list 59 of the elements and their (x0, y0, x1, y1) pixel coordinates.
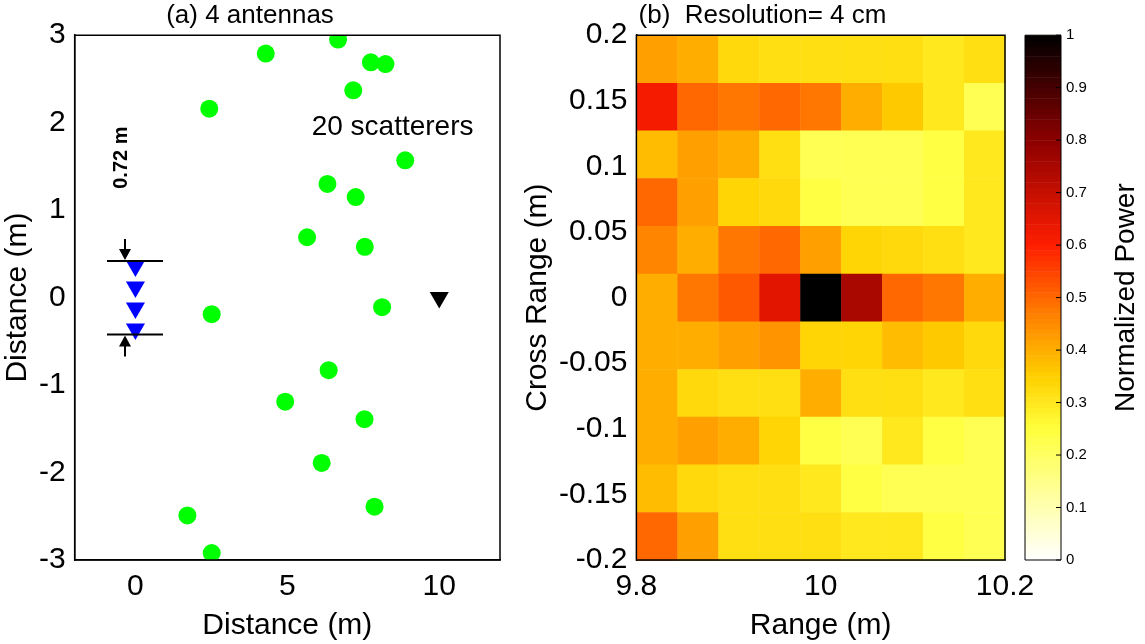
point (200, 99, 219, 118)
point (396, 151, 415, 170)
color-bar-label: 0.2 (1066, 445, 1087, 463)
point (373, 298, 392, 317)
x-tick-label: 10.2 (975, 568, 1035, 602)
y-tick-label: 0 (610, 278, 628, 312)
y-tick-label: -0.15 (558, 475, 628, 509)
point (298, 228, 317, 247)
annotation: 0.72 m (109, 126, 132, 189)
color-bar-label: 0.9 (1066, 77, 1087, 95)
color-bar-label: 0.3 (1066, 392, 1087, 410)
x-tick-label: 5 (278, 568, 296, 602)
point (365, 497, 384, 516)
y-tick-label: 2 (48, 103, 66, 137)
x-tick-label: 0 (127, 568, 144, 602)
chart-title: (b) Resolution= 4 cm (638, 0, 887, 29)
color-bar-label: 0.4 (1066, 340, 1087, 358)
y-tick-label: -0.1 (575, 410, 628, 444)
point (256, 44, 275, 63)
y-tick-label: -1 (38, 366, 66, 400)
color-bar-label: 1 (1066, 25, 1075, 43)
point (202, 305, 221, 324)
point (318, 174, 337, 193)
color-bar-label: 0 (1066, 550, 1075, 568)
x-axis-title: Range (m) (749, 607, 892, 641)
y-tick-label: 1 (48, 191, 66, 225)
x-tick-label: 10 (422, 568, 456, 602)
x-axis-title: Distance (m) (202, 607, 373, 641)
point (355, 410, 374, 429)
y-axis-title: Distance (m) (0, 212, 33, 383)
point (178, 506, 197, 525)
point (276, 392, 295, 411)
point (344, 81, 363, 100)
y-tick-label: -3 (38, 541, 66, 575)
x-tick-label: 10 (804, 568, 838, 602)
color-bar-label: 0.7 (1066, 182, 1087, 200)
point (202, 544, 221, 560)
point (376, 55, 395, 74)
y-tick-label: -0.05 (558, 344, 628, 378)
point (346, 188, 365, 207)
y-tick-label: 0.1 (585, 147, 628, 181)
y-tick-label: 0.05 (568, 213, 628, 247)
point (355, 237, 374, 256)
y-tick-label: 0.15 (568, 82, 628, 116)
y-tick-label: 3 (48, 16, 66, 50)
annotation: 20 scatterers (311, 109, 474, 141)
color-bar-label: 0.6 (1066, 235, 1087, 253)
point (319, 361, 338, 380)
y-tick-label: 0 (48, 278, 66, 312)
color-bar-label: 0.1 (1066, 497, 1087, 515)
y-tick-label: 0.2 (585, 16, 628, 50)
point (361, 53, 380, 72)
color-bar-label: 0.8 (1066, 130, 1087, 148)
color-bar-title: Normalized Power (1108, 183, 1140, 412)
color-bar-label: 0.5 (1066, 287, 1087, 305)
point (312, 453, 331, 472)
y-axis-title: Cross Range (m) (519, 183, 553, 412)
y-tick-label: -2 (38, 453, 66, 487)
chart-title: (a) 4 antennas (166, 0, 334, 29)
